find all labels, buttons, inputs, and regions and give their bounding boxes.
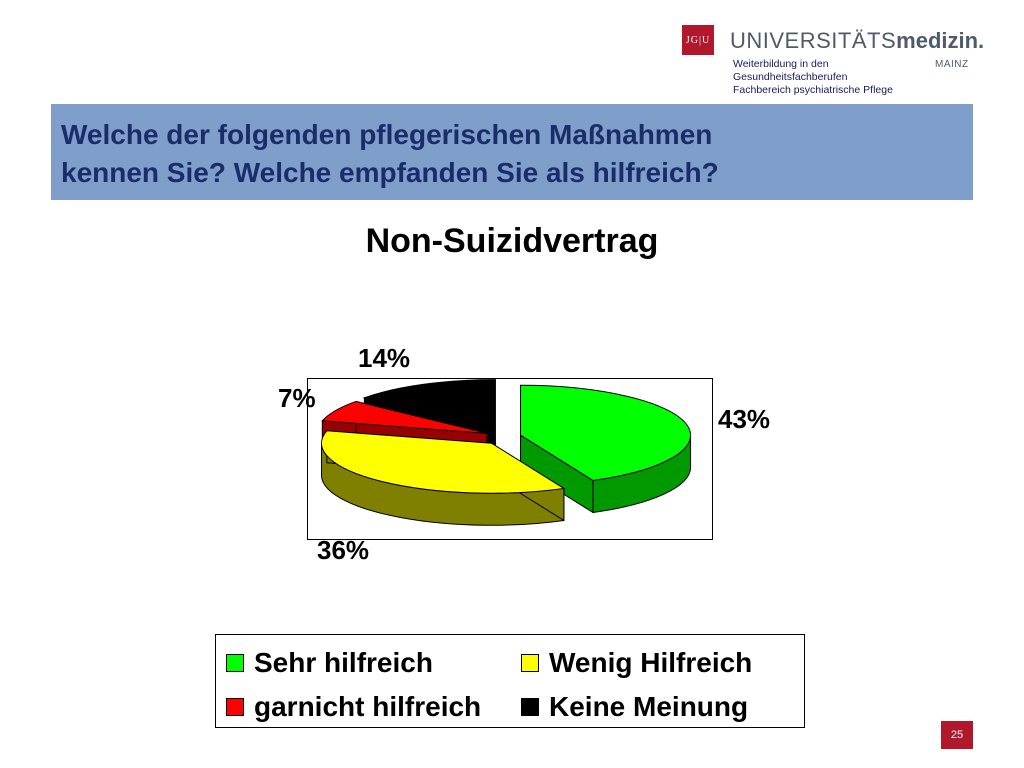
university-logo: JG|U	[682, 25, 714, 55]
slide-title-bar: Welche der folgenden pflegerischen Maßna…	[51, 104, 973, 200]
department-subline: Weiterbildung in den Gesundheitsfachberu…	[733, 58, 893, 97]
legend-label: Wenig Hilfreich	[549, 647, 753, 678]
legend-item-sehr-hilfreich: Sehr hilfreich	[226, 647, 433, 679]
pie-slice-garnicht-hilfreich	[321, 400, 488, 434]
chart-legend: Sehr hilfreich Wenig Hilfreich garnicht …	[215, 634, 805, 728]
pie-chart-svg	[321, 379, 692, 526]
pie-label-garnicht-hilfreich: 7%	[278, 383, 316, 413]
legend-swatch	[226, 698, 244, 716]
legend-item-keine-meinung: Keine Meinung	[521, 691, 748, 723]
subline-line-2: Gesundheitsfachberufen	[733, 71, 848, 83]
legend-swatch	[521, 698, 539, 716]
legend-label: Keine Meinung	[549, 691, 749, 722]
legend-label: Sehr hilfreich	[254, 647, 433, 678]
pie-label-keine-meinung: 14%	[358, 343, 411, 373]
brand-city: MAINZ	[935, 59, 969, 70]
slide-title-line-2: kennen Sie? Welche empfanden Sie als hil…	[61, 157, 719, 188]
legend-item-wenig-hilfreich: Wenig Hilfreich	[521, 647, 752, 679]
pie-slice-keine-meinung	[362, 379, 496, 431]
brand-wordmark: UNIVERSITÄTSmedizin.	[730, 28, 984, 54]
pie-slice-sehr-hilfreich	[520, 384, 692, 481]
legend-swatch	[521, 654, 539, 672]
legend-item-garnicht-hilfreich: garnicht hilfreich	[226, 691, 481, 723]
pie-label-sehr-hilfreich: 43%	[718, 404, 771, 434]
legend-swatch	[226, 654, 244, 672]
slide-title-line-1: Welche der folgenden pflegerischen Maßna…	[61, 119, 713, 150]
subline-line-3: Fachbereich psychiatrische Pflege	[733, 84, 893, 96]
chart-plot-area	[307, 378, 713, 540]
subline-line-1: Weiterbildung in den	[733, 58, 829, 70]
chart-title: Non-Suizidvertrag	[365, 222, 659, 260]
pie-slice-wenig-hilfreich	[321, 430, 566, 494]
legend-label: garnicht hilfreich	[254, 691, 482, 722]
pie-label-wenig-hilfreich: 36%	[317, 535, 370, 565]
slide-title: Welche der folgenden pflegerischen Maßna…	[61, 116, 961, 192]
brand-part1: UNIVERSITÄTS	[730, 28, 897, 53]
brand-part2: medizin.	[896, 28, 985, 53]
page-number: 25	[941, 721, 973, 749]
